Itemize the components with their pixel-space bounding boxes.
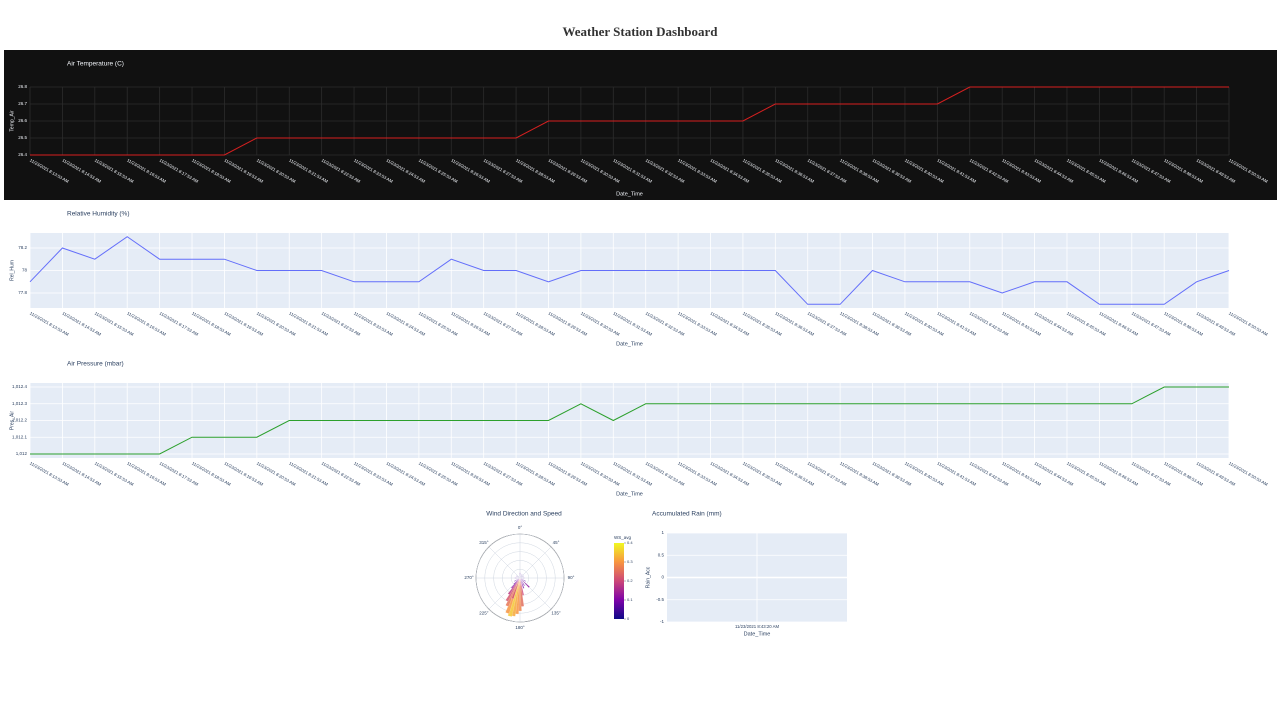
angular-tick-label: 225° bbox=[479, 611, 489, 616]
y-tick-label: 1,012.3 bbox=[12, 401, 28, 406]
x-axis-label: Date_Time bbox=[616, 191, 643, 197]
y-tick-label: 26.7 bbox=[18, 101, 27, 106]
y-tick-label: 1,012.2 bbox=[12, 418, 28, 423]
angular-tick-label: 180° bbox=[515, 625, 525, 630]
data-line bbox=[29, 236, 1230, 305]
wind-bar bbox=[519, 577, 530, 588]
chart-title: Wind Direction and Speed bbox=[486, 511, 562, 518]
angular-grid bbox=[519, 546, 552, 579]
wind-bar bbox=[519, 577, 525, 586]
colorbar-tick-label: 0.3 bbox=[627, 559, 633, 564]
y-tick-label: 1,012 bbox=[16, 451, 28, 456]
x-axis-label: Date_Time bbox=[744, 631, 771, 637]
x-tick-label: 11/23/2021 8:43:20 AM bbox=[735, 624, 780, 629]
y-axis-label: Rain_Acc bbox=[645, 566, 651, 588]
x-axis-label: Date_Time bbox=[616, 491, 643, 497]
colorbar-tick-label: 0.4 bbox=[627, 540, 633, 545]
wind-bar bbox=[519, 577, 525, 589]
y-tick-label: -0.5 bbox=[656, 597, 664, 602]
y-tick-label: -1 bbox=[660, 619, 664, 624]
y-tick-label: 0.5 bbox=[658, 552, 665, 557]
y-axis-label: Temp_Air bbox=[9, 110, 15, 131]
colorbar-title: WS_avg bbox=[614, 535, 632, 540]
angular-tick-label: 90° bbox=[568, 575, 575, 580]
colorbar-tick-label: 0.1 bbox=[627, 597, 633, 602]
angular-tick-label: 45° bbox=[553, 540, 560, 545]
wind-bar bbox=[519, 577, 525, 607]
y-tick-label: 78 bbox=[22, 268, 28, 273]
y-tick-label: 77.8 bbox=[18, 290, 27, 295]
colorbar-tick-label: 0 bbox=[627, 616, 630, 621]
angular-grid bbox=[488, 546, 521, 579]
angular-tick-label: 315° bbox=[479, 540, 489, 545]
y-tick-label: 1,012.1 bbox=[12, 434, 28, 439]
y-tick-label: 26.6 bbox=[18, 118, 27, 123]
wind-bar bbox=[519, 573, 523, 579]
wind-bar bbox=[513, 577, 521, 585]
y-tick-label: 0 bbox=[661, 575, 664, 580]
dashboard-title: Weather Station Dashboard bbox=[562, 24, 718, 39]
angular-tick-label: 135° bbox=[551, 611, 561, 616]
wind-bar bbox=[519, 575, 525, 579]
x-axis-label: Date_Time bbox=[616, 341, 643, 347]
wind-bar bbox=[515, 575, 521, 579]
wind-bar bbox=[513, 577, 521, 582]
wind-bar bbox=[511, 577, 521, 600]
chart-title: Air Temperature (C) bbox=[67, 61, 124, 68]
y-axis-label: Rel_Hum bbox=[9, 260, 15, 281]
data-line bbox=[30, 386, 1229, 455]
y-tick-label: 1 bbox=[661, 530, 664, 535]
chart-title: Relative Humidity (%) bbox=[67, 211, 130, 218]
y-tick-label: 78.2 bbox=[18, 245, 27, 250]
wind-bar bbox=[514, 577, 521, 579]
chart-title: Air Pressure (mbar) bbox=[67, 361, 124, 368]
colorbar bbox=[614, 543, 624, 619]
wind-bar bbox=[519, 577, 527, 582]
y-tick-label: 26.8 bbox=[18, 84, 27, 89]
y-tick-label: 26.5 bbox=[18, 135, 27, 140]
colorbar-tick-label: 0.2 bbox=[627, 578, 633, 583]
dark-panel bbox=[4, 50, 1277, 200]
y-tick-label: 26.4 bbox=[18, 152, 27, 157]
data-line bbox=[30, 86, 1229, 156]
angular-tick-label: 0° bbox=[518, 525, 523, 530]
y-tick-label: 1,012.4 bbox=[12, 384, 28, 389]
angular-tick-label: 270° bbox=[464, 575, 474, 580]
y-axis-label: Pres_Air bbox=[9, 411, 15, 431]
wind-bar bbox=[519, 572, 521, 579]
chart-title: Accumulated Rain (mm) bbox=[652, 511, 722, 518]
